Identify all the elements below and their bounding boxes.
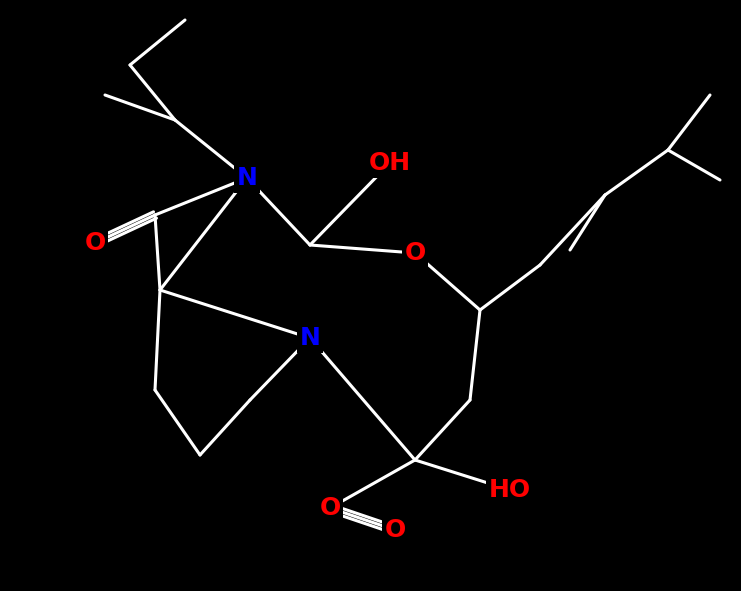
Text: N: N — [299, 326, 320, 350]
Text: O: O — [385, 518, 405, 542]
Text: N: N — [236, 166, 257, 190]
Text: OH: OH — [369, 151, 411, 175]
Text: O: O — [405, 241, 425, 265]
Text: O: O — [84, 231, 106, 255]
Text: O: O — [319, 496, 341, 520]
Text: HO: HO — [489, 478, 531, 502]
